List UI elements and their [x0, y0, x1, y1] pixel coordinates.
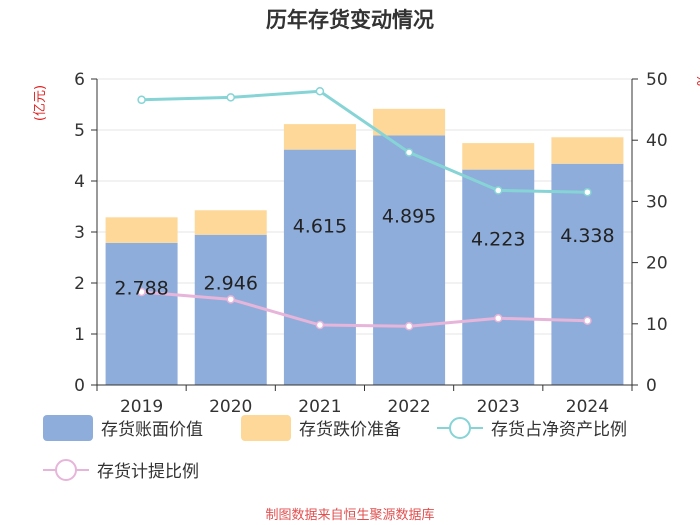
- x-axis-tick-label: 2022: [387, 397, 430, 417]
- right-axis-tick-label: 30: [646, 192, 668, 212]
- point-provision-ratio: [226, 295, 235, 304]
- x-axis-tick-label: 2024: [566, 397, 609, 417]
- right-axis-tick-label: 10: [646, 315, 668, 335]
- bar-impairment-provision: [194, 210, 267, 235]
- bar-impairment-provision: [105, 217, 178, 243]
- legend-label-net-asset-ratio: 存货占净资产比例: [491, 420, 627, 440]
- bar-inventory-value: [105, 242, 178, 385]
- legend-label-inventory-value: 存货账面价值: [101, 420, 203, 440]
- legend-label-provision-ratio: 存货计提比例: [97, 462, 199, 482]
- point-net-asset-ratio: [404, 148, 414, 157]
- point-net-asset-ratio: [583, 187, 592, 197]
- left-axis-tick-label: 2: [74, 274, 85, 294]
- right-axis-tick-label: 20: [646, 254, 668, 274]
- chart-title: 历年存货变动情况: [266, 8, 434, 32]
- x-axis-tick-label: 2019: [120, 397, 163, 417]
- right-axis-tick-label: 40: [646, 131, 668, 151]
- legend-swatch-inventory-value: [43, 415, 93, 441]
- point-provision-ratio: [137, 287, 146, 297]
- left-axis-tick-label: 1: [74, 325, 85, 345]
- point-provision-ratio: [315, 320, 325, 330]
- point-provision-ratio: [404, 321, 414, 331]
- bar-impairment-provision: [373, 108, 446, 136]
- bars-group: [105, 108, 624, 385]
- legend-swatch-impairment-provision: [241, 415, 291, 441]
- point-net-asset-ratio: [226, 93, 235, 102]
- bar-value-label: 2.788: [114, 278, 168, 300]
- bar-inventory-value: [194, 234, 267, 385]
- axes-group: 0 1 2 3 4 5 6 0 10 20 30 40 50 2019 2020 2021 2022 2023 20…: [74, 70, 667, 417]
- bar-impairment-provision: [462, 143, 535, 170]
- bar-value-label: 4.223: [471, 229, 525, 251]
- bar-value-label: 4.615: [293, 215, 347, 237]
- bar-value-label: 4.338: [560, 225, 614, 247]
- bar-inventory-value: [283, 149, 356, 385]
- legend-marker-provision-ratio: [55, 459, 77, 481]
- left-axis-tick-label: 0: [74, 376, 85, 396]
- bar-value-label: 2.946: [204, 272, 258, 294]
- left-axis-tick-label: 3: [74, 223, 85, 243]
- legend-label-impairment-provision: 存货跌价准备: [299, 420, 401, 440]
- line-net-asset-ratio: [141, 89, 588, 194]
- right-axis-tick-label: 50: [646, 70, 668, 90]
- point-net-asset-ratio: [315, 86, 325, 96]
- point-provision-ratio: [494, 314, 503, 323]
- grid-lines: [97, 78, 632, 335]
- line-provision-ratio: [141, 290, 588, 328]
- left-axis-tick-label: 6: [74, 70, 85, 90]
- bar-value-label: 4.895: [382, 206, 436, 228]
- bar-impairment-provision: [283, 124, 356, 150]
- point-net-asset-ratio: [137, 95, 146, 105]
- left-axis-tick-label: 4: [74, 172, 85, 192]
- data-labels-group: 2.788 2.946 4.615 4.895 4.223 4.338: [114, 206, 614, 300]
- left-axis-unit: (亿元): [33, 85, 48, 121]
- left-axis-tick-label: 5: [74, 121, 85, 141]
- bar-impairment-provision: [551, 137, 624, 164]
- bar-inventory-value: [551, 163, 624, 385]
- bar-inventory-value: [462, 169, 535, 385]
- source-note: 制图数据来自恒生聚源数据库: [265, 507, 434, 523]
- lines-group: [137, 86, 592, 331]
- right-axis-unit: %: [693, 74, 700, 86]
- x-axis-tick-label: 2020: [209, 397, 252, 417]
- point-provision-ratio: [583, 316, 592, 325]
- legend-marker-net-asset-ratio: [449, 417, 471, 439]
- x-axis-tick-label: 2021: [298, 397, 341, 417]
- bar-inventory-value: [373, 135, 446, 385]
- point-net-asset-ratio: [494, 186, 503, 195]
- x-axis-tick-label: 2023: [477, 397, 520, 417]
- right-axis-tick-label: 0: [646, 376, 657, 396]
